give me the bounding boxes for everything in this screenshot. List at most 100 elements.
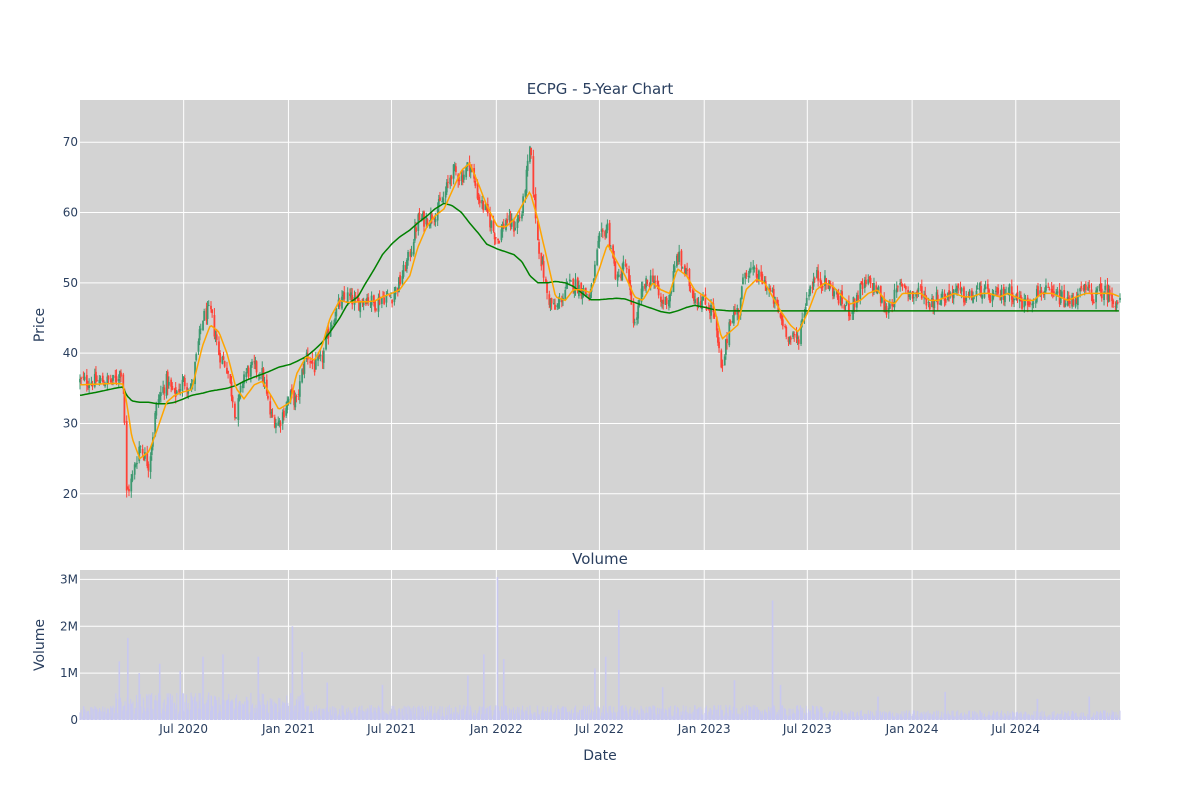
volume-bar <box>339 716 341 720</box>
candle-body <box>999 294 1002 301</box>
candle-body <box>710 304 712 316</box>
volume-bar <box>151 713 153 720</box>
volume-bar <box>238 700 240 720</box>
volume-bar <box>698 707 700 720</box>
volume-bar <box>857 717 859 720</box>
volume-bar <box>418 716 420 720</box>
volume-bar <box>535 716 537 720</box>
volume-bar <box>321 708 323 720</box>
volume-bar <box>465 710 467 720</box>
volume-bar <box>955 716 957 720</box>
volume-bar <box>449 704 451 720</box>
volume-bar <box>996 712 998 720</box>
volume-bar <box>373 710 375 720</box>
volume-bar <box>700 713 702 720</box>
volume-bar <box>509 712 511 720</box>
volume-bar <box>1012 712 1014 720</box>
candle-body <box>175 391 178 395</box>
candle-body <box>758 270 760 280</box>
volume-bar <box>629 708 631 720</box>
candle-body <box>498 240 501 243</box>
volume-bar <box>385 712 387 720</box>
volume-bar <box>952 715 954 720</box>
volume-bar <box>442 716 444 720</box>
candle-body <box>428 222 431 227</box>
volume-bar <box>498 714 500 720</box>
volume-bar <box>265 708 267 720</box>
volume-bar <box>1105 716 1107 720</box>
candle-body <box>109 379 112 383</box>
candle-body <box>460 175 463 181</box>
candle-body <box>796 337 799 340</box>
volume-bar <box>848 712 850 720</box>
volume-bar <box>269 698 271 720</box>
volume-bar <box>813 706 815 720</box>
volume-bar <box>818 711 820 720</box>
volume-bar <box>111 707 113 720</box>
volume-bar <box>148 694 150 720</box>
volume-bar <box>489 706 491 720</box>
volume-bar <box>839 717 841 720</box>
volume-bar <box>588 704 590 720</box>
volume-bar <box>361 710 363 720</box>
volume-bar <box>933 712 935 720</box>
volume-bar <box>551 711 553 720</box>
candle-body <box>1051 292 1054 294</box>
candle-body <box>321 355 324 363</box>
candle-body <box>214 337 217 340</box>
volume-bar <box>94 706 96 720</box>
volume-bar <box>82 716 84 720</box>
volume-bar <box>844 715 846 720</box>
volume-bar <box>899 713 901 720</box>
volume-bar <box>1101 713 1103 720</box>
short-moving-average-line <box>79 162 1120 460</box>
volume-bar <box>985 716 987 720</box>
candle-body <box>976 288 979 290</box>
candle-body <box>396 288 399 291</box>
volume-bar <box>742 706 744 720</box>
volume-bar <box>144 711 146 720</box>
candle-body <box>669 294 671 302</box>
volume-bar <box>207 708 209 720</box>
volume-spike-bar <box>483 654 485 720</box>
candle-body <box>1032 302 1035 304</box>
volume-bar <box>379 712 381 720</box>
candle-body <box>593 264 596 277</box>
volume-bar <box>777 716 779 720</box>
candle-body <box>98 379 101 383</box>
volume-bar <box>573 713 575 720</box>
volume-bar <box>710 709 712 720</box>
candle-body <box>96 380 98 382</box>
volume-bar <box>884 714 886 720</box>
volume-bar <box>88 710 90 720</box>
volume-bar <box>130 703 132 720</box>
candle-body <box>911 291 914 299</box>
candle-body <box>372 295 375 303</box>
volume-bar <box>971 717 973 720</box>
volume-bar <box>533 712 535 720</box>
candle-body <box>630 290 633 305</box>
candle-body <box>275 422 277 428</box>
volume-bar <box>1016 711 1018 720</box>
volume-bar <box>1060 717 1062 720</box>
volume-bar <box>909 714 911 720</box>
candle-body <box>693 296 695 301</box>
candle-body <box>873 283 875 293</box>
candle-body <box>1111 294 1113 302</box>
volume-bar <box>1003 717 1005 720</box>
volume-bar <box>327 711 329 720</box>
volume-bar <box>516 706 518 720</box>
volume-bar <box>311 713 313 720</box>
volume-bar <box>243 710 245 720</box>
candle-body <box>279 422 282 426</box>
volume-bar <box>965 714 967 720</box>
volume-bar <box>644 713 646 720</box>
volume-bar <box>895 712 897 720</box>
volume-bar <box>706 715 708 720</box>
candle-body <box>644 284 646 289</box>
candle-body <box>601 230 604 232</box>
volume-bar <box>370 711 372 720</box>
volume-bar <box>477 712 479 720</box>
volume-bar <box>1012 713 1014 720</box>
candle-body <box>633 322 636 324</box>
